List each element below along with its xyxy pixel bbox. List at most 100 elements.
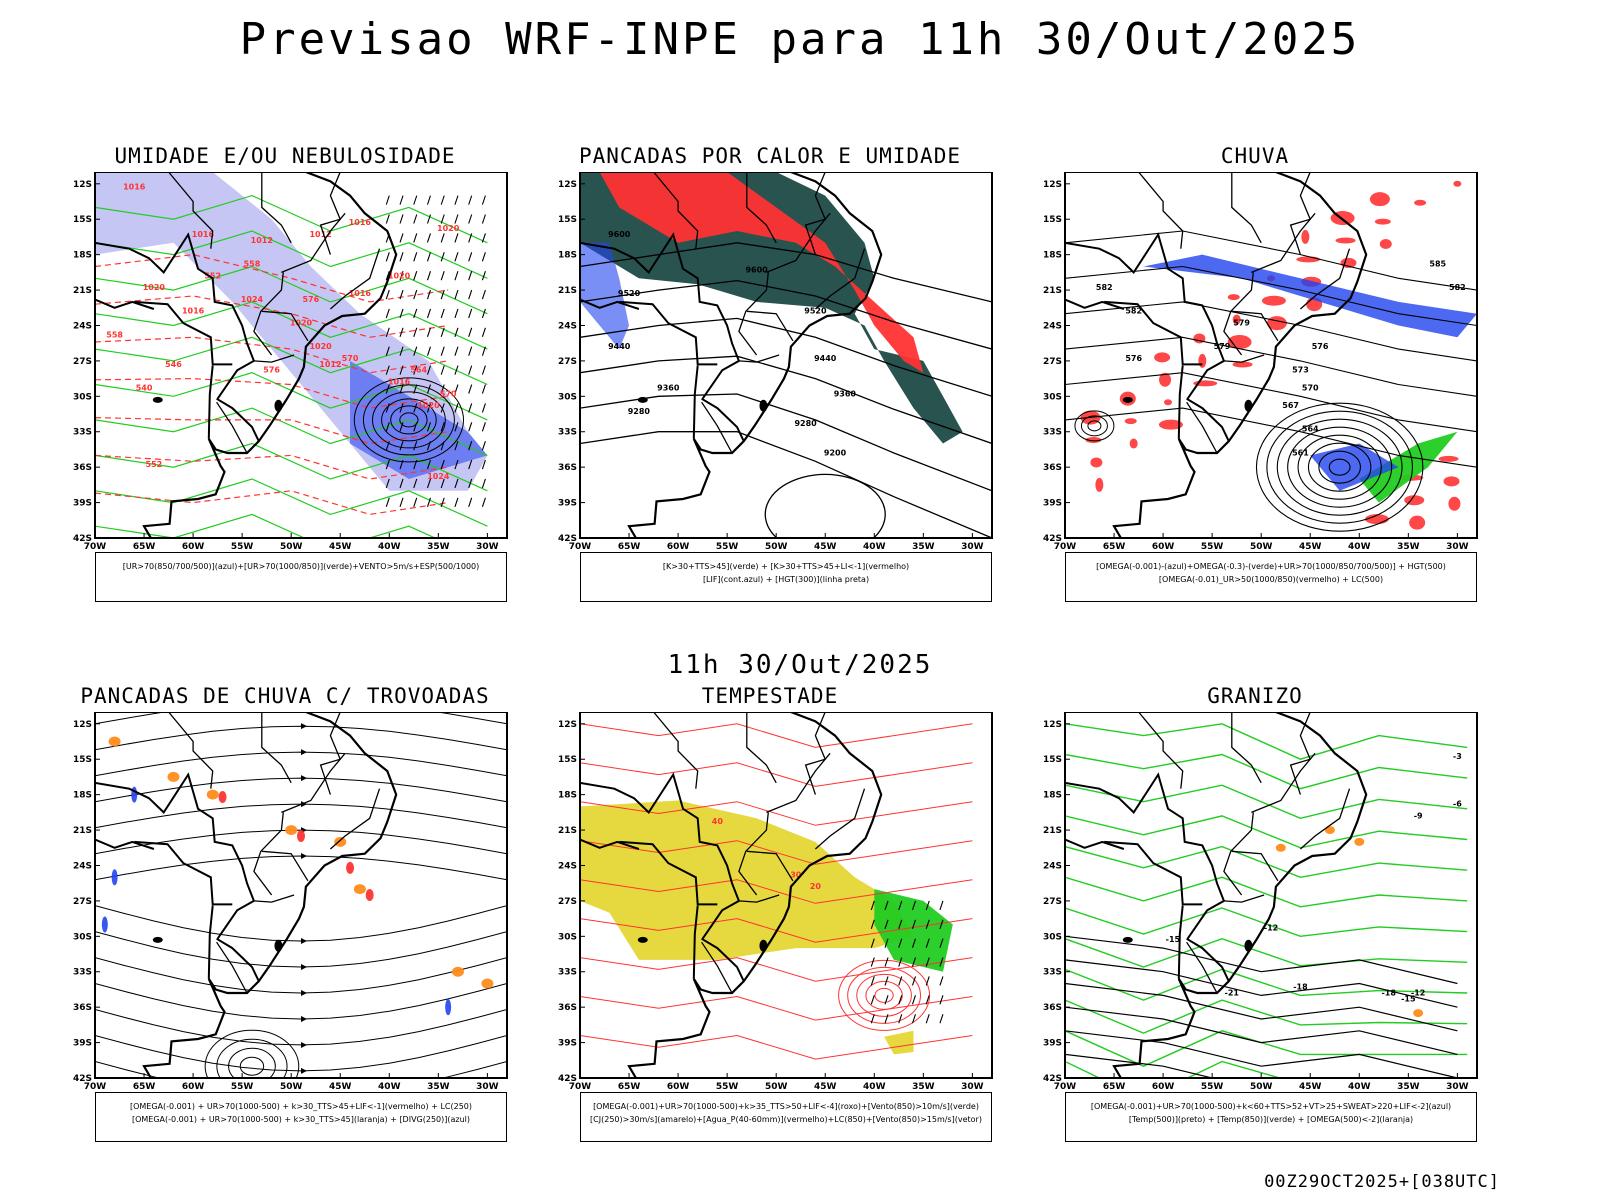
lat-tick-label: 42S <box>73 1074 92 1084</box>
wind-vector <box>385 365 390 375</box>
lon-tick-label: 50W <box>1250 542 1273 552</box>
wind-vector <box>911 957 917 967</box>
wind-vector <box>925 900 930 911</box>
lat-tick-label: 21S <box>73 826 92 836</box>
lon-tick-label: 35W <box>1397 1082 1420 1092</box>
precip-water-contour <box>580 879 973 904</box>
wind-vector <box>426 327 432 338</box>
wind-vector <box>481 233 486 243</box>
wind-vector <box>440 214 445 224</box>
lagoa-dos-patos <box>274 399 283 412</box>
wind850-green <box>874 889 953 972</box>
lon-tick-label: 65W <box>618 542 641 552</box>
map-layers: -15-12-21-18-15-12-9-6-3-18 <box>1065 712 1468 1078</box>
hgt500-contour <box>1318 450 1362 484</box>
wind-vector <box>898 995 903 1005</box>
contour-label: 579 <box>1233 318 1250 327</box>
wind-vector <box>426 478 432 489</box>
wind-vector <box>385 403 390 413</box>
divergence-blue <box>101 916 108 933</box>
lon-tick-label: 70W <box>1054 1082 1077 1092</box>
political-border <box>701 397 745 442</box>
wind-vector <box>413 478 418 489</box>
pressure-isobar <box>381 398 437 442</box>
streamline-250hpa <box>95 725 507 751</box>
wind-vector <box>413 252 418 262</box>
lifted-index-contour <box>580 242 629 350</box>
lon-tick-label: 40W <box>1348 1082 1371 1092</box>
wind-vector <box>454 403 459 413</box>
wind-vector <box>481 327 486 338</box>
wind-vector <box>440 441 445 451</box>
political-border <box>1231 850 1279 882</box>
political-border <box>738 812 769 896</box>
wind-vector <box>413 365 418 375</box>
wind-vector <box>911 919 917 929</box>
lon-tick-label: 40W <box>863 1082 886 1092</box>
wind-vector <box>413 346 418 356</box>
political-border <box>261 172 292 244</box>
wind-vector <box>385 327 390 338</box>
temp850-contour <box>1065 784 1468 820</box>
thickness-contour <box>95 253 449 303</box>
contour-label: 570 <box>1302 383 1319 392</box>
wind-vector <box>481 422 486 432</box>
omega-rain-red <box>1409 515 1426 530</box>
wind-vector <box>413 384 418 394</box>
omega-rain-red <box>1090 457 1103 468</box>
political-border <box>168 172 214 249</box>
wind-vector <box>939 976 944 986</box>
wind-vector <box>440 233 445 243</box>
lake-mark <box>152 396 163 403</box>
contour-label: 9600 <box>745 265 768 274</box>
wind-vector <box>481 459 486 470</box>
contour-label: 1016 <box>192 230 215 239</box>
coastline <box>1112 172 1368 538</box>
lon-tick-label: 30W <box>476 1082 499 1092</box>
lat-tick-label: 15S <box>558 215 577 225</box>
lat-tick-label: 18S <box>558 791 577 801</box>
temp850-contour <box>1065 845 1468 879</box>
wind-vector <box>884 995 889 1005</box>
map-legend: [UR>70(850/700/500)](azul)+[UR>70(1000/8… <box>95 552 507 602</box>
coastline <box>627 712 883 1078</box>
lc850-contour <box>856 973 912 1017</box>
wind-vector <box>481 214 486 224</box>
coastline <box>1112 712 1368 1078</box>
lat-tick-label: 42S <box>73 534 92 544</box>
pressure-isobar <box>372 391 446 449</box>
temp500-contour <box>1065 959 1458 1008</box>
wind-vector <box>426 365 432 375</box>
lat-tick-label: 15S <box>73 215 92 225</box>
temp850-contour <box>1065 937 1468 968</box>
contour-label: 558 <box>244 259 261 268</box>
contour-label: 558 <box>106 330 123 339</box>
political-border <box>580 298 640 310</box>
wind-vector <box>939 995 944 1005</box>
panel-title: CHUVA <box>1220 144 1290 168</box>
political-border <box>1251 212 1316 274</box>
lake-mark <box>637 396 648 403</box>
political-border <box>261 850 309 882</box>
political-border <box>1231 172 1262 244</box>
lon-tick-label: 30W <box>1446 1082 1469 1092</box>
contour-label: 1020 <box>309 342 332 351</box>
contour-label: 1012 <box>319 360 341 369</box>
panel-title: PANCADAS DE CHUVA C/ TROVOADAS <box>80 684 490 708</box>
streamline-arrow <box>301 749 307 756</box>
hgt300-contour <box>580 317 992 397</box>
omega-rain-red <box>1129 438 1138 449</box>
wind-vector <box>911 995 917 1005</box>
wind-vector <box>468 233 473 243</box>
panel-pancadas-calor: PANCADAS POR CALOR E UMIDADE 9600 9520 944… <box>535 144 1005 644</box>
wind-vector <box>440 346 445 356</box>
wind-vector <box>426 422 432 432</box>
pressure-isobar <box>353 377 465 463</box>
lon-tick-label: 50W <box>280 1082 303 1092</box>
political-border <box>746 712 777 784</box>
lc850-contour <box>865 980 903 1010</box>
hgt500-contour <box>1328 458 1351 476</box>
wind-vector <box>426 195 432 205</box>
lat-tick-label: 12S <box>558 720 577 730</box>
wind-vector <box>385 478 390 489</box>
